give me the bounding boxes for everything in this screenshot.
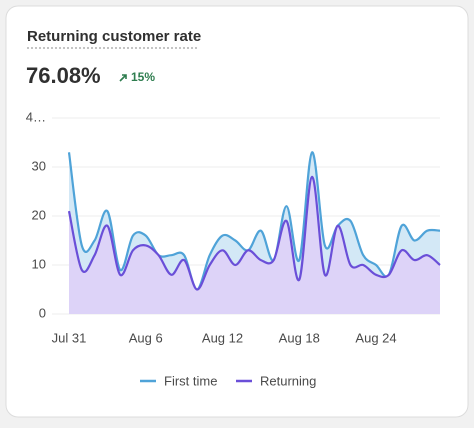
series-line [67, 175, 441, 291]
metric-value: 76.08% [26, 63, 101, 88]
y-tick-label: 20 [32, 207, 46, 222]
x-tick-label: Aug 18 [279, 330, 320, 345]
trend-arrow [119, 74, 127, 82]
y-tick-label: 0 [39, 305, 46, 320]
series-area [69, 176, 440, 314]
x-tick-label: Aug 12 [202, 330, 243, 345]
legend-label: First time [164, 373, 217, 388]
y-tick-label: 30 [32, 158, 46, 173]
y-tick-label: 4… [26, 109, 46, 124]
x-tick-label: Aug 6 [129, 330, 163, 345]
x-tick-label: Aug 24 [355, 330, 396, 345]
series-line [67, 151, 441, 291]
trend-change: 15% [131, 70, 155, 84]
y-tick-label: 10 [32, 256, 46, 271]
legend-label: Returning [260, 373, 316, 388]
card-title[interactable]: Returning customer rate [27, 28, 201, 45]
x-tick-label: Jul 31 [52, 330, 87, 345]
